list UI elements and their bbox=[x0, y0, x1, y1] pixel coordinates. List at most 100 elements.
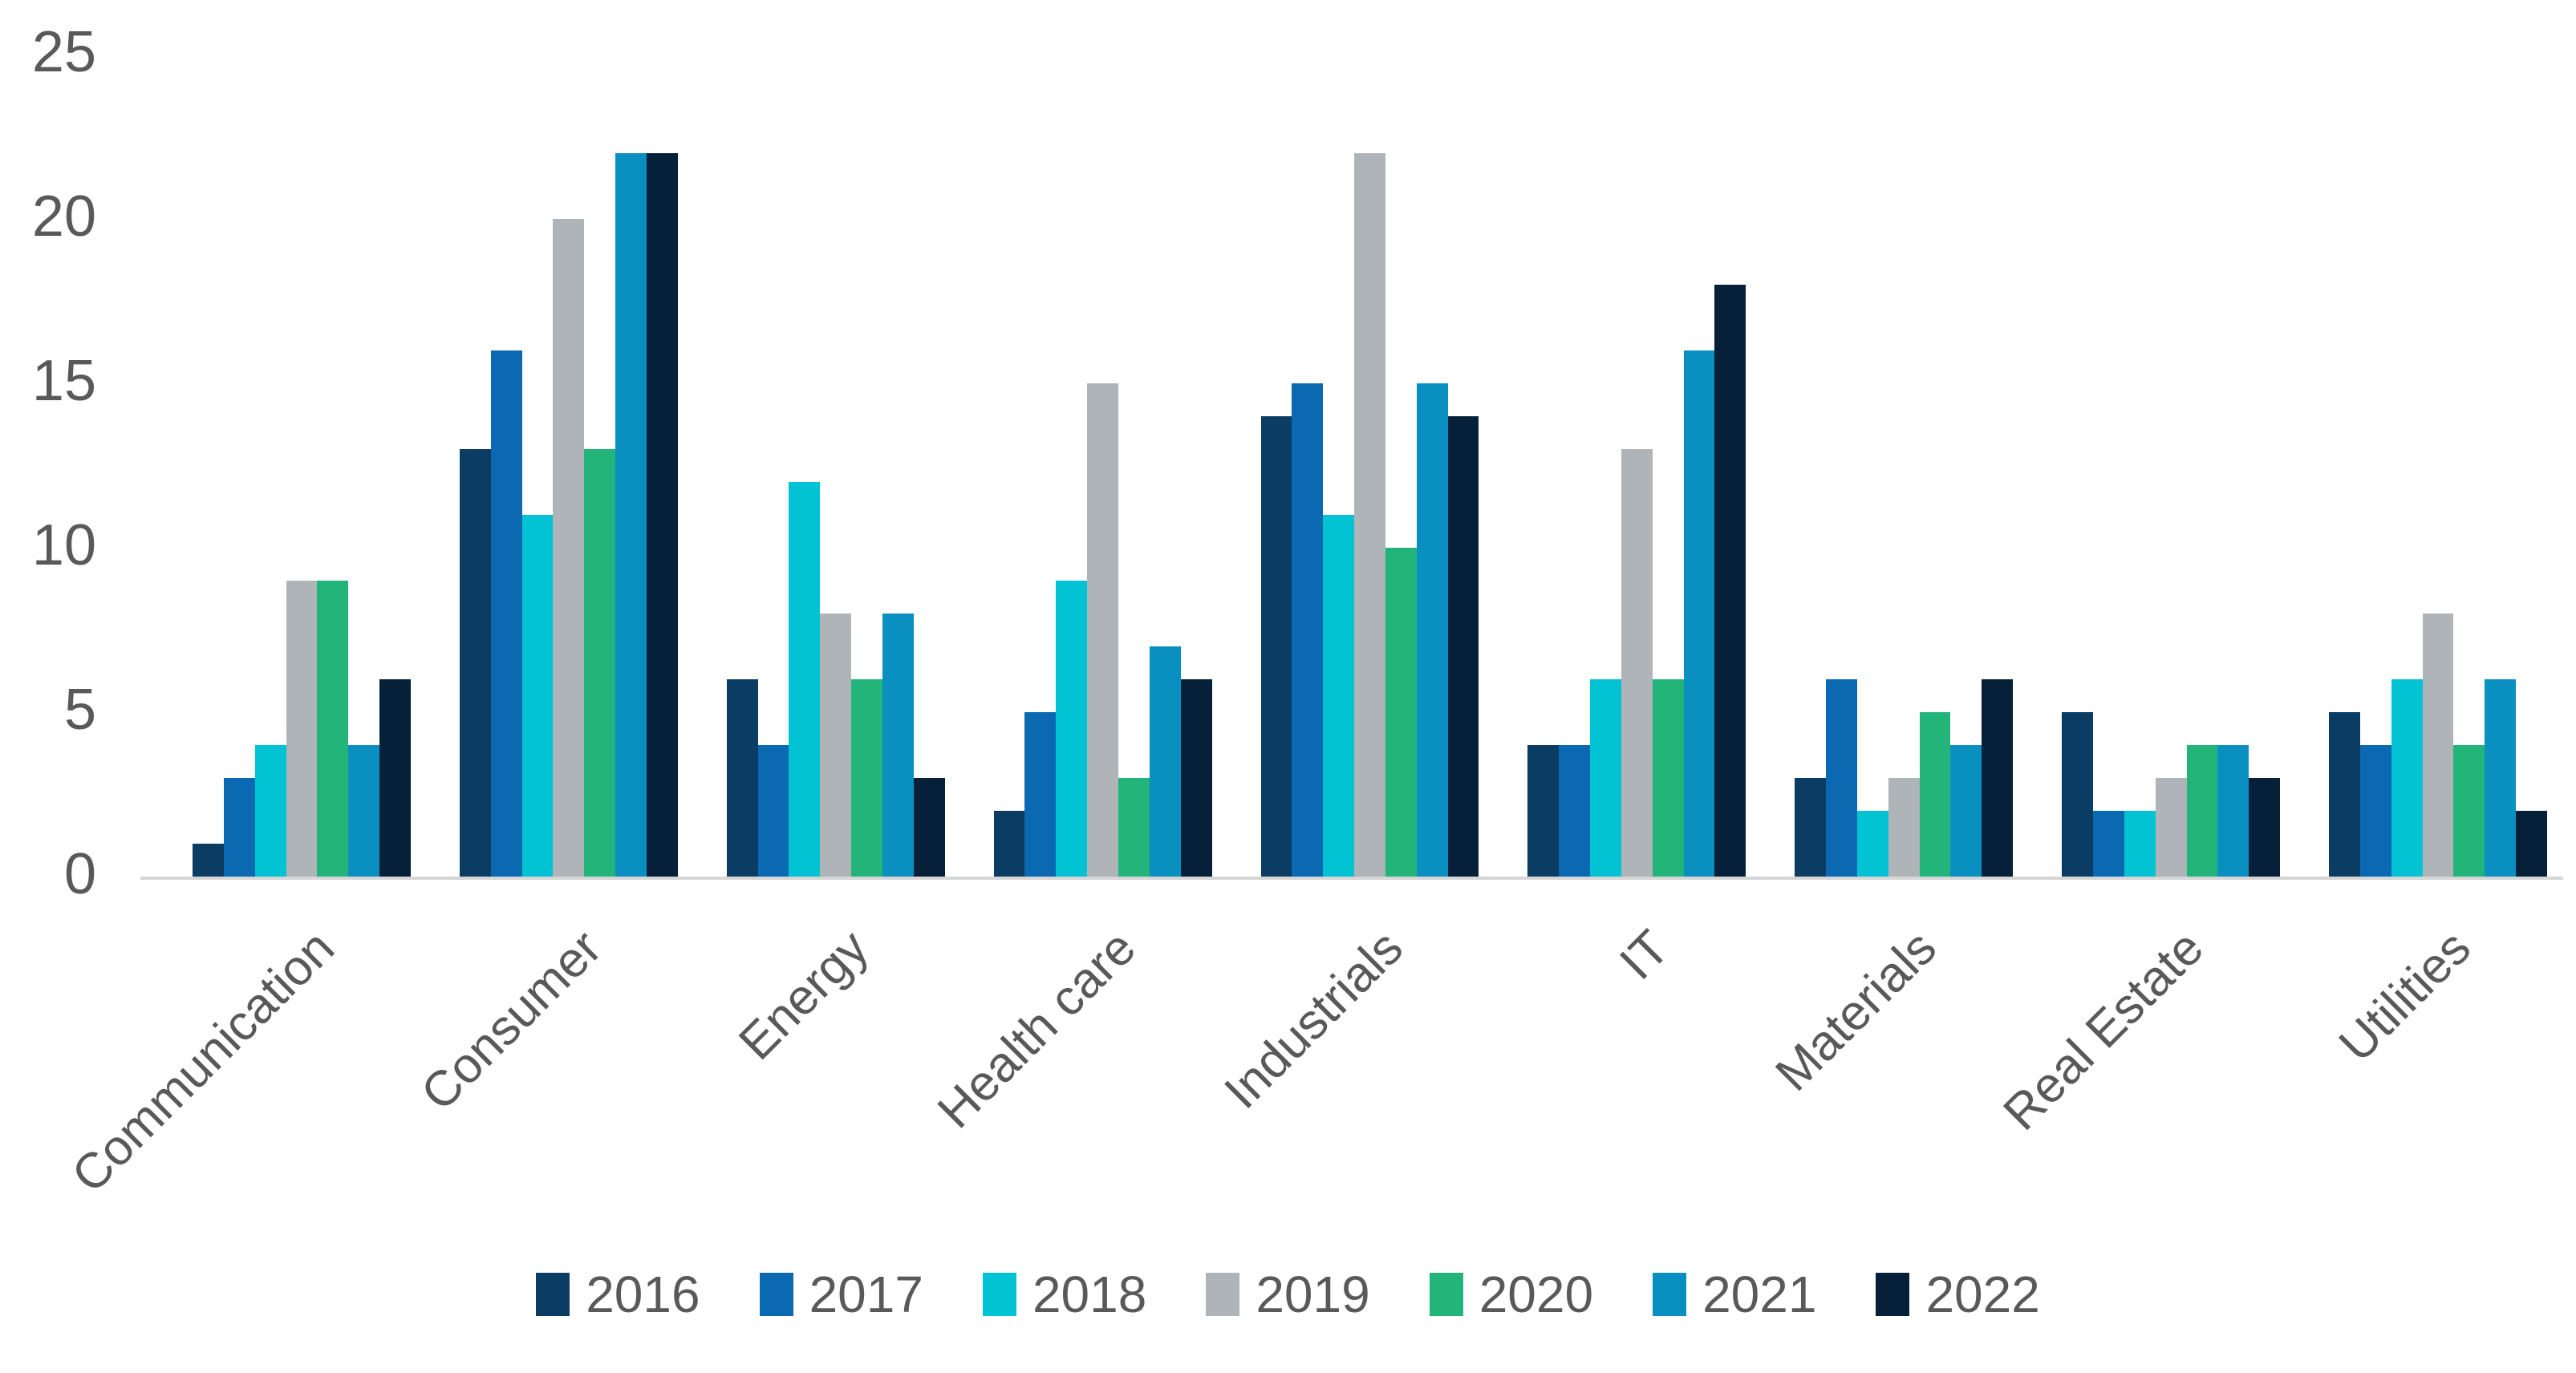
legend-label: 2020 bbox=[1479, 1266, 1594, 1323]
bar bbox=[615, 153, 647, 877]
bar bbox=[2217, 745, 2249, 877]
legend-swatch bbox=[982, 1273, 1016, 1316]
bar-group-consumer bbox=[459, 55, 678, 877]
bar bbox=[2249, 778, 2281, 877]
bar bbox=[2453, 745, 2485, 877]
bar bbox=[1652, 679, 1684, 877]
bar bbox=[490, 350, 522, 877]
bar bbox=[913, 778, 945, 877]
bar bbox=[1260, 416, 1292, 877]
y-axis-tick-label: 5 bbox=[63, 678, 96, 743]
legend: 2016 2017 2018 2019 2020 2021 2022 bbox=[0, 1269, 2576, 1320]
bar-group-materials bbox=[1795, 55, 2014, 877]
y-axis-tick-label: 10 bbox=[31, 513, 96, 578]
bar bbox=[1683, 350, 1715, 877]
bar bbox=[2359, 745, 2391, 877]
bar bbox=[2186, 745, 2218, 877]
bar bbox=[1118, 778, 1150, 877]
bar bbox=[789, 482, 821, 877]
bar bbox=[584, 449, 616, 877]
bar-group-utilities bbox=[2329, 55, 2547, 877]
bar bbox=[193, 844, 224, 877]
bar-group-industrials bbox=[1260, 55, 1479, 877]
legend-item: 2017 bbox=[759, 1266, 923, 1323]
bar bbox=[286, 581, 318, 877]
bar bbox=[1856, 811, 1888, 877]
bar bbox=[1590, 679, 1621, 877]
legend-item: 2016 bbox=[536, 1269, 700, 1320]
bar bbox=[1559, 745, 1591, 877]
legend-label: 2017 bbox=[809, 1266, 923, 1323]
bar bbox=[1087, 383, 1118, 877]
bar bbox=[1416, 383, 1448, 877]
bar bbox=[2124, 811, 2156, 877]
legend-item: 2019 bbox=[1206, 1266, 1370, 1323]
bar-group-real-estate bbox=[2062, 55, 2281, 877]
bar bbox=[1056, 581, 1088, 877]
legend-swatch bbox=[1653, 1273, 1687, 1316]
bar bbox=[1919, 712, 1951, 877]
bar bbox=[882, 614, 914, 877]
bar bbox=[1982, 679, 2014, 877]
bar bbox=[726, 679, 758, 877]
y-axis-tick-label: 25 bbox=[31, 20, 96, 85]
legend-swatch bbox=[1206, 1273, 1240, 1316]
bar bbox=[1323, 515, 1355, 877]
legend-label: 2016 bbox=[586, 1266, 700, 1323]
y-axis-tick-label: 0 bbox=[63, 842, 96, 907]
legend-item: 2020 bbox=[1429, 1266, 1594, 1323]
bar bbox=[1950, 745, 1982, 877]
legend-item: 2022 bbox=[1876, 1266, 2040, 1323]
bar bbox=[1621, 449, 1653, 877]
bar bbox=[348, 745, 380, 877]
bar bbox=[851, 679, 882, 877]
bar bbox=[1385, 548, 1417, 877]
legend-label: 2018 bbox=[1032, 1266, 1147, 1323]
bar bbox=[1149, 646, 1181, 877]
legend-label: 2021 bbox=[1702, 1266, 1817, 1323]
legend-swatch bbox=[1876, 1273, 1910, 1316]
bar bbox=[1714, 285, 1746, 877]
bar bbox=[1024, 712, 1057, 877]
bar bbox=[2329, 712, 2360, 877]
x-axis-line bbox=[140, 877, 2563, 880]
legend-item: 2021 bbox=[1653, 1269, 1816, 1320]
bar bbox=[223, 778, 255, 877]
legend-swatch bbox=[536, 1273, 570, 1316]
bar bbox=[1180, 679, 1212, 877]
bar bbox=[459, 449, 491, 877]
legend-label: 2022 bbox=[1925, 1266, 2040, 1323]
bar bbox=[2062, 712, 2093, 877]
bar bbox=[2422, 614, 2454, 877]
bar bbox=[2485, 679, 2517, 877]
bar bbox=[2391, 679, 2423, 877]
bar-group-energy bbox=[726, 55, 945, 877]
plot-area bbox=[168, 55, 2555, 877]
bar bbox=[1527, 745, 1560, 877]
bar bbox=[1888, 778, 1920, 877]
bar bbox=[2516, 811, 2547, 877]
legend-swatch bbox=[1429, 1273, 1463, 1316]
bar bbox=[1292, 383, 1324, 877]
bar bbox=[2092, 811, 2124, 877]
legend-item: 2018 bbox=[982, 1266, 1147, 1323]
bar bbox=[757, 745, 789, 877]
legend-label: 2019 bbox=[1256, 1266, 1370, 1323]
bar bbox=[521, 515, 554, 877]
y-axis-tick-label: 20 bbox=[31, 184, 96, 249]
bar bbox=[2155, 778, 2187, 877]
legend-swatch bbox=[759, 1273, 793, 1316]
bar bbox=[993, 811, 1025, 877]
bar-group-health-care bbox=[993, 55, 1212, 877]
bar bbox=[553, 219, 585, 877]
bar bbox=[1354, 153, 1385, 877]
bar bbox=[1447, 416, 1479, 877]
bar-group-it bbox=[1527, 55, 1746, 877]
bar bbox=[1795, 778, 1827, 877]
bar bbox=[646, 153, 678, 877]
bar bbox=[254, 745, 286, 877]
bar bbox=[820, 614, 852, 877]
bar bbox=[317, 581, 349, 877]
bar-group-communication bbox=[193, 55, 411, 877]
